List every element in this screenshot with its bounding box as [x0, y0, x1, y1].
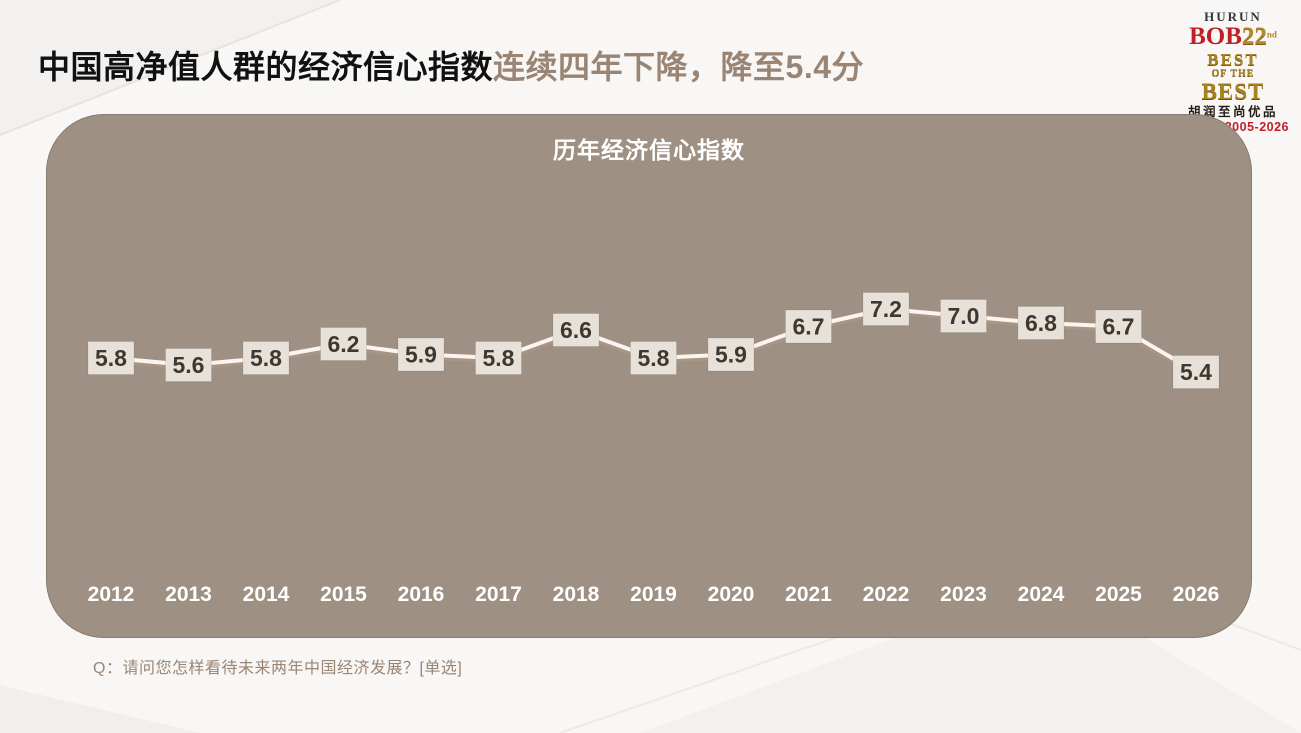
svg-text:2015: 2015: [320, 583, 367, 606]
logo-bob-text: BOB: [1189, 23, 1242, 50]
logo-brand-text: HURUN: [1204, 9, 1262, 24]
svg-text:5.4: 5.4: [1180, 359, 1212, 385]
logo-best-line3: BEST: [1201, 79, 1265, 104]
logo-edition-suffix: nd: [1266, 29, 1277, 40]
confidence-line-chart: 5.8 5.6 5.8 6.2 5.9 5.8 6.6 5.8 5.9 6.7 7.2 7.0 6.8 6…: [87, 292, 1220, 606]
survey-question-footnote: Q：请问您怎样看待未来两年中国经济发展？[单选]: [93, 660, 463, 677]
svg-text:6.2: 6.2: [328, 331, 360, 357]
svg-text:2014: 2014: [243, 583, 290, 606]
svg-text:5.9: 5.9: [405, 342, 437, 368]
svg-text:2019: 2019: [630, 583, 677, 606]
svg-text:2018: 2018: [553, 583, 600, 606]
svg-text:7.0: 7.0: [948, 303, 980, 329]
chart-title: 历年经济信心指数: [553, 137, 745, 163]
svg-text:2021: 2021: [785, 583, 832, 606]
svg-text:5.8: 5.8: [483, 345, 515, 371]
svg-text:2025: 2025: [1095, 583, 1142, 606]
hurun-bob-logo: HURUN BOB22nd BEST OF THE BEST 胡润至尚优品 20…: [1177, 10, 1289, 133]
svg-text:2013: 2013: [165, 583, 212, 606]
page-title-main: 中国高净值人群的经济信心指数: [38, 49, 494, 85]
svg-text:6.8: 6.8: [1025, 310, 1057, 336]
svg-text:2023: 2023: [940, 583, 987, 606]
svg-text:2012: 2012: [88, 583, 135, 606]
logo-chinese-name: 胡润至尚优品: [1187, 105, 1278, 119]
svg-text:5.6: 5.6: [173, 352, 205, 378]
svg-text:5.8: 5.8: [95, 345, 127, 371]
svg-text:5.9: 5.9: [715, 342, 747, 368]
logo-best-line2: OF THE: [1211, 68, 1255, 79]
svg-text:5.8: 5.8: [250, 345, 282, 371]
chart-panel: 历年经济信心指数 5.8 5.6 5.8 6.2 5.9 5.8 6.6 5.8 5.9 6.7 7…: [46, 114, 1252, 638]
svg-text:2017: 2017: [475, 583, 522, 606]
svg-text:6.7: 6.7: [793, 314, 825, 340]
svg-text:6.6: 6.6: [560, 317, 592, 343]
logo-years-range: 2005-2026: [1224, 119, 1289, 134]
logo-edition-number: 22: [1241, 23, 1267, 50]
svg-text:2020: 2020: [708, 583, 755, 606]
logo-best-of-the-best: BEST OF THE BEST: [1177, 51, 1289, 103]
logo-bob-row: BOB22nd: [1177, 24, 1289, 49]
page-title: 中国高净值人群的经济信心指数连续四年下降，降至5.4分: [38, 42, 864, 88]
svg-text:5.8: 5.8: [638, 345, 670, 371]
logo-best-line1: BEST: [1207, 50, 1259, 69]
page-title-accent: 连续四年下降，降至5.4分: [493, 49, 865, 85]
svg-text:2022: 2022: [863, 583, 910, 606]
svg-text:7.2: 7.2: [870, 296, 902, 322]
svg-text:2016: 2016: [398, 583, 445, 606]
svg-text:6.7: 6.7: [1103, 314, 1135, 340]
svg-text:2024: 2024: [1018, 583, 1065, 606]
svg-text:2026: 2026: [1173, 583, 1220, 606]
